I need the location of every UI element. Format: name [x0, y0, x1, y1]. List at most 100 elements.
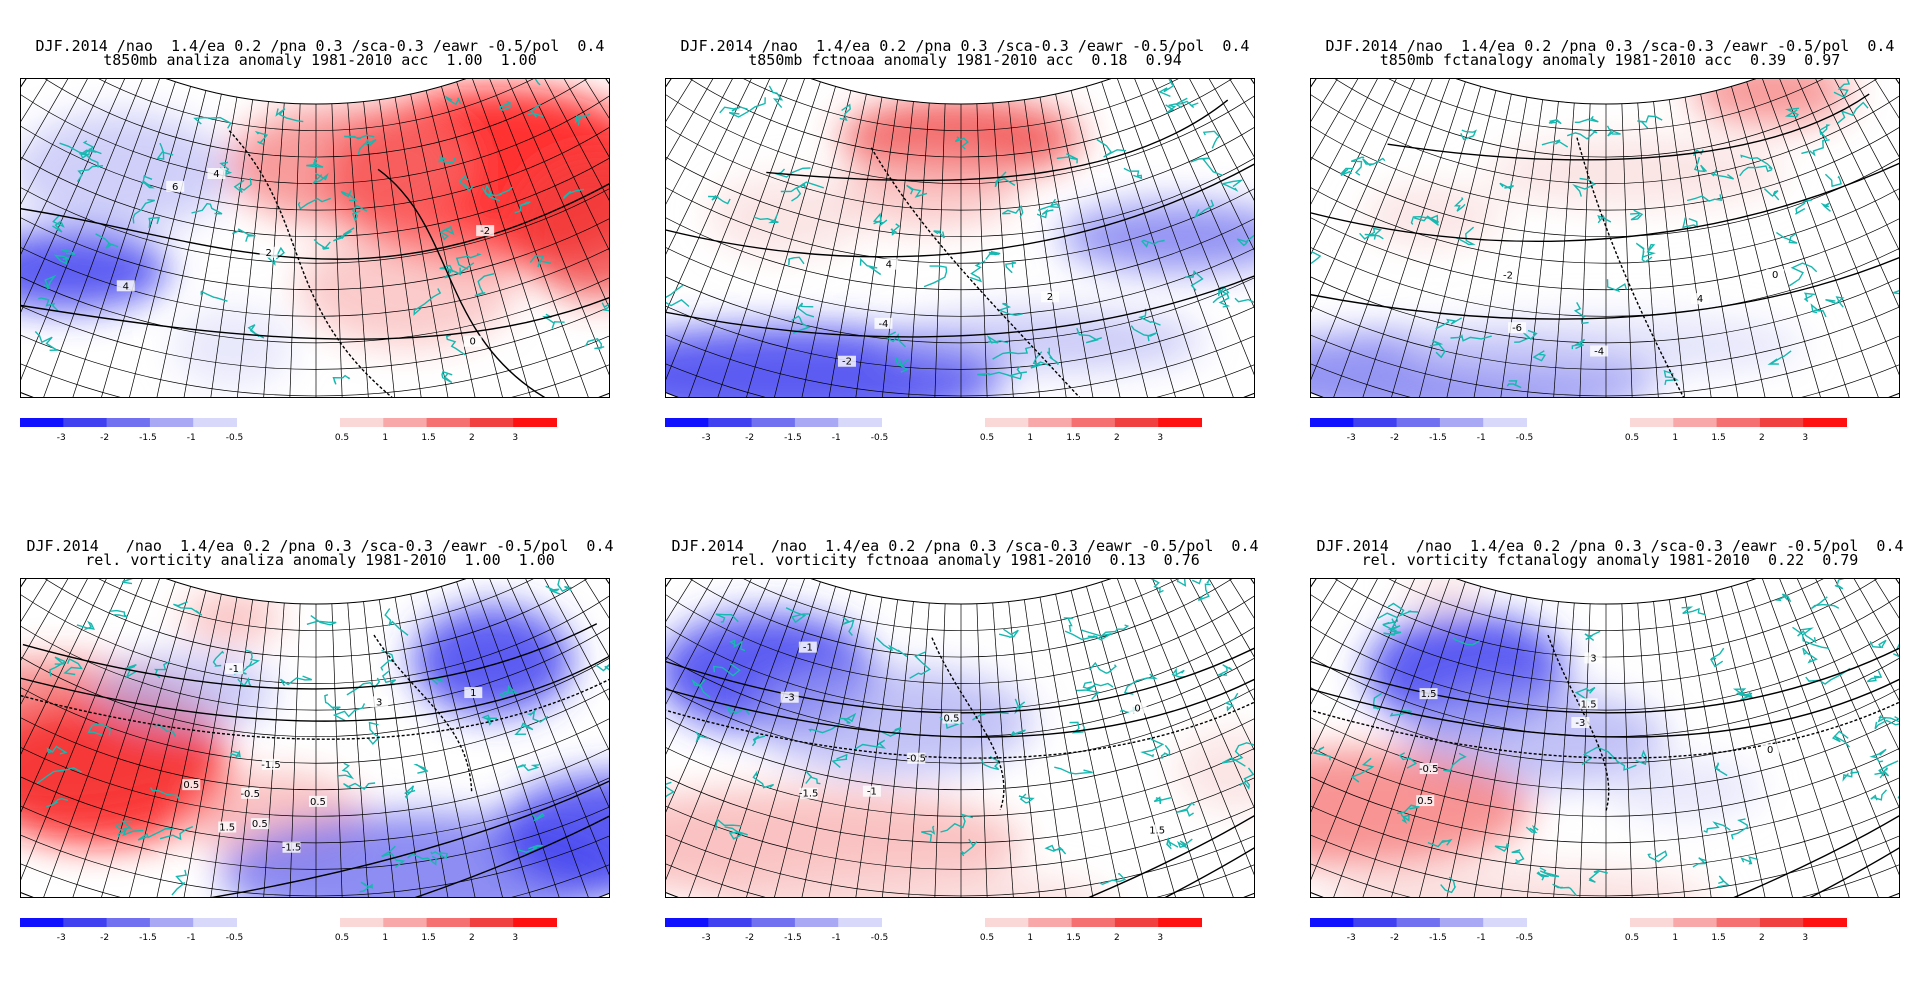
- coastline: [1184, 270, 1204, 291]
- meridian: [149, 93, 222, 397]
- coastline: [796, 302, 815, 318]
- colorbar-tick-label: 1.5: [1711, 933, 1725, 943]
- meridian: [1790, 79, 1899, 380]
- coastlines: [36, 579, 609, 896]
- contour-label-bg: [1508, 322, 1527, 334]
- contour-label: -1: [229, 664, 239, 675]
- colorbar-tick-label: -1: [1477, 433, 1486, 443]
- coastline: [1571, 338, 1586, 350]
- coastline: [1450, 334, 1492, 342]
- contour-line: [21, 652, 609, 722]
- meridian: [363, 101, 400, 397]
- coastline: [313, 239, 331, 250]
- coastline: [1069, 721, 1086, 734]
- parallel: [46, 79, 586, 131]
- meridian: [259, 102, 285, 397]
- coastline: [791, 315, 811, 334]
- meridian: [1086, 86, 1182, 397]
- contour-label: -4: [1594, 346, 1604, 357]
- coastline: [76, 620, 95, 631]
- meridian: [1668, 599, 1718, 897]
- meridian: [1385, 86, 1481, 397]
- colorbar-swatch: [106, 418, 151, 427]
- meridian: [1439, 93, 1512, 397]
- coastline: [1663, 369, 1679, 386]
- colorbar-tick-label: -1.5: [139, 933, 157, 943]
- contour-line: [870, 147, 1101, 397]
- colorbar-swatch: [426, 918, 471, 927]
- contour-line: [21, 173, 609, 260]
- contour-label-bg: [166, 180, 185, 192]
- coastline: [526, 709, 549, 723]
- colorbar-tick-label: -1.5: [1429, 933, 1447, 943]
- meridian: [425, 590, 510, 897]
- coastline: [1641, 243, 1656, 259]
- coastline: [1030, 351, 1052, 369]
- coastline: [1221, 757, 1246, 767]
- panel-title-line2: t850mb fctanalogy anomaly 1981-2010 acc …: [1379, 51, 1841, 69]
- coastline: [499, 684, 519, 699]
- coastline: [1236, 234, 1254, 247]
- coastline: [831, 753, 848, 768]
- coastline: [1001, 204, 1024, 218]
- parallel: [21, 201, 609, 317]
- colorbar-tick-label: 0.5: [980, 433, 994, 443]
- meridian: [543, 579, 609, 842]
- coastline: [562, 188, 585, 200]
- contour-label: 0.5: [252, 819, 268, 830]
- contour-label-bg: [241, 787, 260, 799]
- coastline: [311, 172, 329, 185]
- meridian: [1761, 579, 1880, 897]
- coastline: [49, 656, 67, 677]
- anomaly-shade: [172, 307, 293, 388]
- meridian: [976, 603, 990, 897]
- meridian: [21, 579, 76, 828]
- domain-outline: [1311, 579, 1899, 897]
- coastline: [713, 663, 741, 677]
- meridian: [1023, 599, 1073, 897]
- coastline: [529, 255, 551, 268]
- coastline: [340, 190, 358, 202]
- coastline: [279, 675, 313, 687]
- coastline: [79, 149, 97, 159]
- contour-label-bg: [218, 821, 237, 833]
- contour-label-bg: [1571, 717, 1590, 729]
- contour-label: 3: [1590, 653, 1596, 664]
- panel-title-line2: rel. vorticity fctanalogy anomaly 1981-2…: [1361, 551, 1859, 569]
- contour-label: -3: [1575, 718, 1585, 729]
- coastline: [530, 812, 545, 822]
- meridian: [976, 103, 990, 397]
- colorbar-swatch: [1630, 918, 1674, 927]
- colorbar-swatch: [665, 918, 709, 927]
- meridian: [932, 103, 946, 397]
- coastline: [1044, 844, 1067, 855]
- contours: [666, 99, 1254, 397]
- colorbar-swatch: [1716, 918, 1761, 927]
- coastline: [1177, 838, 1193, 850]
- coastline: [1635, 749, 1647, 766]
- coastline: [872, 212, 888, 226]
- contour-label-bg: [1590, 345, 1609, 357]
- coastline: [753, 213, 779, 224]
- coastline: [1794, 199, 1812, 215]
- meridian: [1621, 103, 1635, 397]
- coastline: [1359, 227, 1383, 240]
- coastline: [1429, 339, 1446, 359]
- meridian: [68, 81, 176, 397]
- anomaly-field: [21, 579, 609, 897]
- meridian: [1201, 579, 1254, 828]
- meridian: [456, 81, 564, 397]
- coastline: [1837, 101, 1869, 124]
- contour-line: [931, 637, 1005, 811]
- coastline: [1460, 129, 1477, 141]
- colorbar-tick-label: 3: [1802, 933, 1808, 943]
- colorbar-tick-label: -3: [57, 433, 66, 443]
- domain-outline: [21, 579, 609, 897]
- colorbar-swatch: [751, 918, 796, 927]
- domain-outline: [21, 79, 609, 397]
- coastline: [875, 637, 908, 658]
- colorbar-swatch: [1396, 418, 1441, 427]
- meridian: [500, 79, 609, 380]
- coastline: [497, 100, 512, 111]
- coastline: [1089, 661, 1117, 674]
